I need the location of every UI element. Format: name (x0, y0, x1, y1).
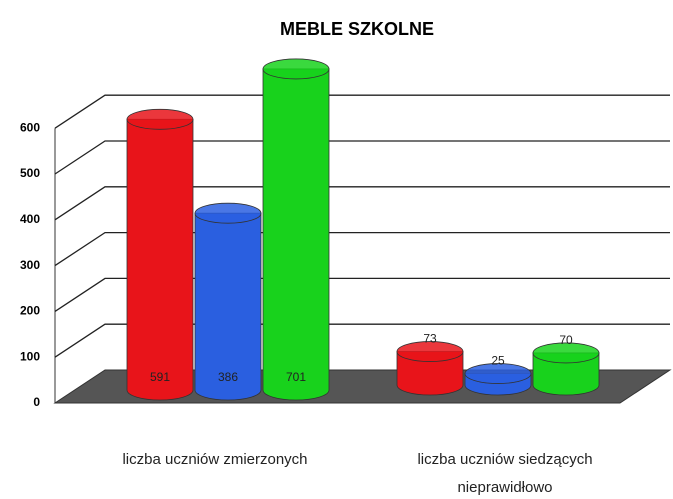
bar (532, 352, 600, 396)
bar (396, 351, 464, 396)
y-tick-label: 500 (20, 166, 40, 180)
bar-top (464, 363, 532, 384)
category-label: liczba uczniów siedzących nieprawidłowo (417, 451, 593, 496)
bar-top (262, 58, 330, 80)
value-label: 25 (491, 354, 505, 368)
bar-top (194, 202, 262, 224)
chart-title: MEBLE SZKOLNE (280, 19, 434, 39)
category-label: liczba uczniów zmierzonych (122, 451, 308, 468)
value-label: 73 (423, 332, 437, 346)
value-label: 701 (286, 370, 306, 384)
bar-top (396, 341, 464, 362)
y-tick-label: 200 (20, 304, 40, 318)
y-tick-label: 600 (20, 120, 40, 134)
bar-top (532, 342, 600, 364)
grid-line (54, 94, 670, 129)
grid-line (54, 231, 670, 267)
bar (194, 212, 262, 401)
grid-line (54, 140, 670, 175)
value-label: 70 (559, 333, 573, 347)
y-tick-label: 300 (20, 258, 40, 272)
y-tick-label: 100 (20, 349, 40, 363)
bar (262, 68, 330, 401)
chart: MEBLE SZKOLNE 0 100 200 300 400 500 600 591 386 7… (20, 19, 672, 409)
grid-line (54, 277, 670, 312)
y-tick-label: 400 (20, 212, 40, 226)
grid-line (54, 186, 670, 221)
bar-top (126, 108, 194, 130)
y-tick-label: 0 (33, 395, 40, 409)
bar (126, 118, 194, 401)
value-label: 386 (218, 370, 238, 384)
grid-line (54, 323, 670, 358)
value-label: 591 (150, 370, 170, 384)
